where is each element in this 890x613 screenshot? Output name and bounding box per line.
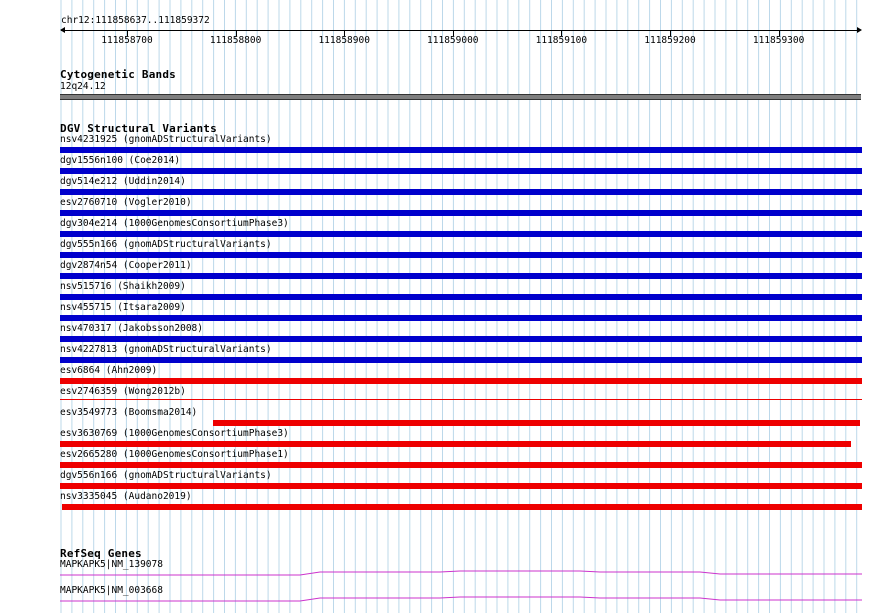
ruler-tick-label: 111859000 — [427, 35, 479, 46]
dgv-variant-bar[interactable] — [60, 378, 862, 384]
dgv-variant-bar[interactable] — [60, 147, 862, 153]
ruler-tick-label: 111859100 — [535, 35, 588, 46]
dgv-variant-label[interactable]: esv3549773 (Boomsma2014) — [60, 407, 198, 418]
dgv-variant-label[interactable]: esv3630769 (1000GenomesConsortiumPhase3) — [60, 428, 289, 439]
dgv-variant-label[interactable]: dgv556n166 (gnomADStructuralVariants) — [60, 470, 272, 481]
refseq-gene-label[interactable]: MAPKAPK5|NM_139078 — [60, 559, 163, 570]
ruler-right-arrow-icon[interactable] — [857, 27, 862, 33]
ruler-tick — [344, 31, 346, 36]
dgv-variant-bar[interactable] — [60, 231, 862, 237]
cyto-track-title[interactable]: Cytogenetic Bands — [60, 68, 176, 81]
dgv-variant-label[interactable]: esv2746359 (Wong2012b) — [60, 386, 186, 397]
refseq-gene-path[interactable] — [60, 596, 862, 602]
dgv-variant-bar[interactable] — [60, 210, 862, 216]
dgv-variant-bar[interactable] — [60, 462, 862, 468]
cyto-band-label: 12q24.12 — [60, 81, 106, 92]
dgv-variant-bar[interactable] — [62, 504, 862, 510]
refseq-track-title[interactable]: RefSeq Genes — [60, 547, 142, 560]
dgv-variant-bar[interactable] — [60, 294, 862, 300]
dgv-variant-bar[interactable] — [60, 273, 862, 279]
dgv-variant-label[interactable]: esv2665280 (1000GenomesConsortiumPhase1) — [60, 449, 289, 460]
dgv-variant-bar[interactable] — [60, 483, 862, 489]
dgv-variant-bar[interactable] — [60, 315, 862, 321]
dgv-variant-label[interactable]: dgv555n166 (gnomADStructuralVariants) — [60, 239, 272, 250]
ruler-tick — [561, 31, 563, 36]
dgv-variant-bar[interactable] — [60, 168, 862, 174]
ruler-tick — [235, 31, 237, 36]
dgv-variant-bar[interactable] — [213, 420, 860, 426]
dgv-variant-label[interactable]: nsv455715 (Itsara2009) — [60, 302, 186, 313]
ruler-tick — [778, 31, 780, 36]
ruler-tick-label: 111858800 — [209, 35, 262, 46]
dgv-variant-label[interactable]: nsv515716 (Shaikh2009) — [60, 281, 186, 292]
dgv-variant-label[interactable]: dgv1556n100 (Coe2014) — [60, 155, 181, 166]
ruler-axis — [61, 30, 860, 31]
dgv-track-title[interactable]: DGV Structural Variants — [60, 122, 217, 135]
dgv-variant-label[interactable]: dgv2874n54 (Cooper2011) — [60, 260, 192, 271]
dgv-variant-label[interactable]: esv2760710 (Vogler2010) — [60, 197, 192, 208]
ruler-tick-label: 111859200 — [644, 35, 696, 46]
dgv-variant-label[interactable]: nsv4231925 (gnomADStructuralVariants) — [60, 134, 272, 145]
refseq-gene-label[interactable]: MAPKAPK5|NM_003668 — [60, 585, 163, 596]
ruler-tick — [670, 31, 671, 36]
dgv-variant-bar[interactable] — [60, 252, 862, 258]
ruler-tick — [452, 31, 454, 36]
dgv-variant-label[interactable]: nsv4227813 (gnomADStructuralVariants) — [60, 344, 272, 355]
dgv-variant-bar[interactable] — [60, 189, 862, 195]
ruler-tick-label: 111859300 — [752, 35, 805, 46]
dgv-variant-label[interactable]: nsv470317 (Jakobsson2008) — [60, 323, 203, 334]
ruler-tick — [127, 31, 128, 36]
location-label: chr12:111858637..111859372 — [61, 15, 210, 26]
dgv-variant-bar[interactable] — [60, 399, 862, 400]
ruler-tick-label: 111858700 — [101, 35, 153, 46]
dgv-variant-label[interactable]: esv6864 (Ahn2009) — [60, 365, 158, 376]
dgv-variant-label[interactable]: nsv3335045 (Audano2019) — [60, 491, 192, 502]
dgv-variant-bar[interactable] — [60, 441, 851, 447]
cyto-band-bar[interactable] — [60, 94, 861, 100]
dgv-variant-bar[interactable] — [60, 336, 862, 342]
ruler-tick-label: 111858900 — [318, 35, 370, 46]
dgv-variant-label[interactable]: dgv304e214 (1000GenomesConsortiumPhase3) — [60, 218, 289, 229]
refseq-gene-path[interactable] — [60, 570, 862, 576]
dgv-variant-bar[interactable] — [60, 357, 862, 363]
dgv-variant-label[interactable]: dgv514e212 (Uddin2014) — [60, 176, 186, 187]
